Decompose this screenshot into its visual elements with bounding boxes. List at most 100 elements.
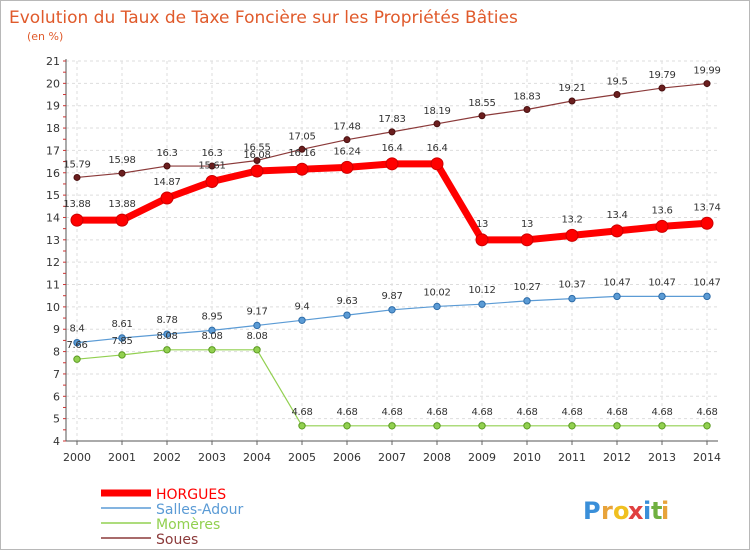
data-point-salles-adour xyxy=(478,300,486,308)
data-label-salles-adour: 10.47 xyxy=(648,277,675,288)
data-point-soues xyxy=(433,120,441,128)
data-label-salles-adour: 8.4 xyxy=(69,324,84,335)
data-point-horgues xyxy=(115,213,129,227)
data-point-horgues xyxy=(205,174,219,188)
chart-subtitle: (en %) xyxy=(27,30,63,43)
data-point-soues xyxy=(73,173,81,181)
brand-letter: t xyxy=(651,497,662,525)
data-label-salles-adour: 10.27 xyxy=(513,282,540,293)
data-label-soues: 19.79 xyxy=(648,70,675,81)
data-label-mom-res: 4.68 xyxy=(651,407,672,418)
data-point-horgues xyxy=(295,162,309,176)
data-label-salles-adour: 10.37 xyxy=(558,280,585,291)
data-label-salles-adour: 10.47 xyxy=(693,277,720,288)
data-point-soues xyxy=(658,84,666,92)
legend-label-mom-res: Momères xyxy=(156,517,220,533)
brand-letter: x xyxy=(628,497,644,525)
data-point-salles-adour xyxy=(73,338,81,347)
data-label-salles-adour: 9.4 xyxy=(294,301,309,312)
data-label-mom-res: 8.08 xyxy=(156,331,177,342)
y-tick-label: 4 xyxy=(53,435,60,448)
data-point-mom-res xyxy=(118,351,126,359)
data-label-salles-adour: 10.12 xyxy=(468,285,495,296)
x-tick-label: 2008 xyxy=(423,451,451,464)
y-tick-label: 15 xyxy=(46,189,60,202)
data-label-mom-res: 8.08 xyxy=(201,331,222,342)
data-point-mom-res xyxy=(343,422,351,430)
data-label-soues: 16.3 xyxy=(201,148,222,159)
y-tick-label: 20 xyxy=(46,77,60,90)
y-tick-label: 7 xyxy=(53,368,60,381)
data-label-horgues: 13.88 xyxy=(108,199,135,210)
data-point-horgues xyxy=(250,164,264,178)
data-label-horgues: 16.24 xyxy=(333,146,360,157)
data-point-horgues xyxy=(430,157,444,171)
data-point-mom-res xyxy=(208,346,216,354)
y-tick-label: 13 xyxy=(46,234,60,247)
data-label-soues: 15.98 xyxy=(108,155,135,166)
data-point-mom-res xyxy=(433,422,441,430)
plot-area xyxy=(66,61,718,441)
data-label-soues: 17.05 xyxy=(288,131,315,142)
data-point-soues xyxy=(523,106,531,114)
y-tick-label: 10 xyxy=(46,301,60,314)
y-tick-label: 8 xyxy=(53,346,60,359)
data-point-soues xyxy=(208,162,216,170)
y-tick-label: 17 xyxy=(46,144,60,157)
y-tick-label: 6 xyxy=(53,390,60,403)
data-label-horgues: 16.08 xyxy=(243,150,270,161)
data-label-salles-adour: 8.61 xyxy=(111,319,132,330)
x-tick-label: 2010 xyxy=(513,451,541,464)
x-tick-label: 2014 xyxy=(693,451,721,464)
data-label-salles-adour: 8.95 xyxy=(201,311,222,322)
data-label-horgues: 13.6 xyxy=(651,205,672,216)
grid xyxy=(66,60,718,442)
data-point-mom-res xyxy=(703,422,711,430)
data-point-salles-adour xyxy=(703,292,711,301)
data-point-horgues xyxy=(565,228,579,242)
data-label-salles-adour: 10.02 xyxy=(423,287,450,298)
y-tick-label: 9 xyxy=(53,323,60,336)
data-label-horgues: 16.4 xyxy=(381,143,402,154)
data-label-soues: 19.21 xyxy=(558,83,585,94)
data-label-salles-adour: 9.17 xyxy=(246,306,267,317)
x-tick-label: 2005 xyxy=(288,451,316,464)
data-point-salles-adour xyxy=(658,292,666,301)
data-label-soues: 15.79 xyxy=(63,159,90,170)
data-label-soues: 18.55 xyxy=(468,98,495,109)
x-tick-label: 2011 xyxy=(558,451,586,464)
data-labels: 13.88 13.88 14.87 15.61 16.08 16.16 16.24 16.4 1… xyxy=(63,66,720,418)
data-point-soues xyxy=(343,136,351,144)
x-tick-label: 2001 xyxy=(108,451,136,464)
data-point-mom-res xyxy=(253,346,261,354)
data-label-horgues: 13.2 xyxy=(561,214,582,225)
data-label-mom-res: 4.68 xyxy=(696,407,717,418)
data-label-soues: 19.99 xyxy=(693,66,720,77)
data-point-salles-adour xyxy=(388,306,396,314)
data-label-mom-res: 4.68 xyxy=(516,407,537,418)
x-tick-label: 2004 xyxy=(243,451,271,464)
data-point-salles-adour xyxy=(523,297,531,305)
x-tick-label: 2000 xyxy=(63,451,91,464)
x-tick-label: 2013 xyxy=(648,451,676,464)
data-label-mom-res: 4.68 xyxy=(291,407,312,418)
series-lines xyxy=(70,80,714,430)
data-label-horgues: 13 xyxy=(521,219,533,230)
data-label-soues: 18.19 xyxy=(423,106,450,117)
brand-letter: P xyxy=(583,497,601,525)
data-label-soues: 16.3 xyxy=(156,148,177,159)
axes: 4 5 6 7 8 9 10 11 12 13 14 15 16 17 18 19 20 21 2000 2001 20… xyxy=(46,55,721,464)
data-point-horgues xyxy=(520,233,534,247)
data-point-horgues xyxy=(160,191,174,205)
data-point-mom-res xyxy=(568,422,576,430)
data-label-salles-adour: 9.87 xyxy=(381,291,402,302)
brand-letter: i xyxy=(643,497,651,525)
data-point-soues xyxy=(388,128,396,136)
data-label-horgues: 16.16 xyxy=(288,148,315,159)
y-tick-label: 14 xyxy=(46,211,60,224)
data-point-horgues xyxy=(700,216,714,230)
x-tick-label: 2009 xyxy=(468,451,496,464)
data-point-salles-adour xyxy=(343,311,351,319)
